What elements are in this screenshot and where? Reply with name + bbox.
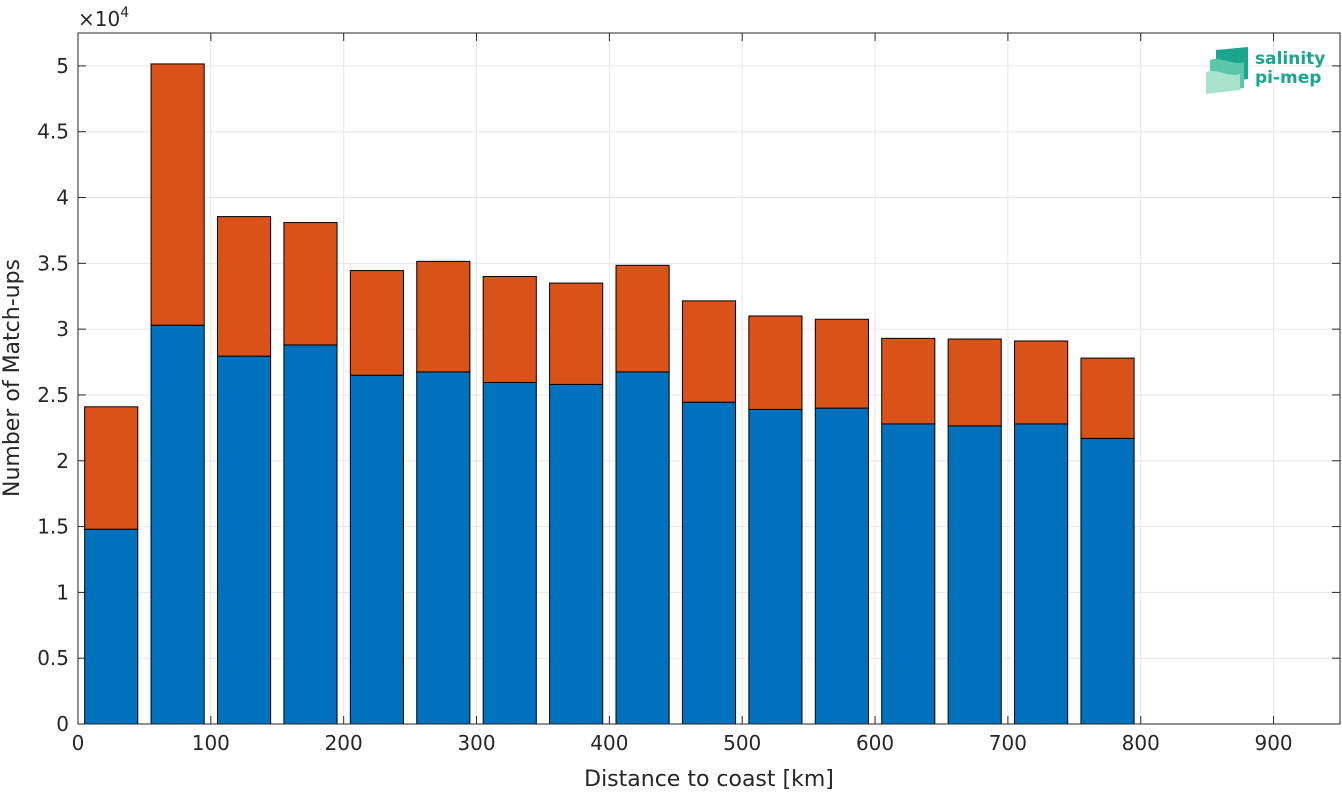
x-tick-labels: 0 100 200 300 400 500 600 700 800 900: [72, 731, 1293, 755]
x-tick-label: 100: [192, 731, 230, 755]
bar-series-1: [150, 324, 205, 725]
bar-series-2: [150, 63, 205, 326]
bar-series-2: [748, 315, 803, 410]
ticks: [77, 33, 1340, 725]
bar-series-2: [283, 222, 338, 346]
bars: [84, 63, 1135, 725]
bar-series-1: [549, 383, 604, 725]
bar-series-2: [84, 406, 139, 530]
y-tick-label: 1.5: [37, 515, 69, 539]
y-tick-label: 0.5: [37, 646, 69, 670]
bar-series-2: [1014, 340, 1069, 425]
y-tick-labels: 0 0.5 1 1.5 2 2.5 3 3.5 4 4.5 5: [37, 54, 69, 736]
bar-series-1: [349, 374, 404, 725]
bar-series-2: [814, 318, 869, 409]
x-tick-label: 700: [989, 731, 1027, 755]
bar-series-1: [216, 355, 272, 725]
y-exponent: ×104: [78, 5, 129, 31]
bar-series-1: [283, 344, 338, 725]
bar-series-2: [416, 260, 471, 373]
y-tick-label: 2: [56, 449, 69, 473]
axes-box: [77, 32, 1341, 725]
y-tick-label: 5: [56, 54, 69, 78]
y-exponent-power: 4: [120, 5, 129, 21]
wave-logo-icon: [1206, 47, 1248, 94]
x-axis-title: Distance to coast [km]: [584, 767, 834, 792]
x-tick-label: 200: [325, 731, 363, 755]
bar-series-2: [947, 338, 1002, 427]
y-tick-label: 3.5: [37, 251, 69, 275]
x-tick-label: 300: [457, 731, 495, 755]
x-tick-label: 800: [1122, 731, 1160, 755]
bar-series-1: [748, 408, 803, 725]
bar-series-2: [681, 300, 737, 403]
y-tick-label: 3: [56, 317, 69, 341]
x-tick-label: 500: [723, 731, 761, 755]
y-tick-label: 4.5: [37, 120, 69, 144]
x-tick-label: 0: [72, 731, 85, 755]
bar-series-2: [549, 282, 604, 385]
bar-series-2: [615, 264, 670, 373]
y-axis-title: Number of Match-ups: [0, 259, 25, 497]
bar-series-2: [349, 270, 404, 376]
bar-series-1: [814, 407, 869, 725]
x-tick-label: 900: [1254, 731, 1292, 755]
bar-series-1: [947, 425, 1002, 725]
bar-series-1: [1014, 423, 1069, 725]
svg-text:salinity: salinity: [1255, 49, 1325, 69]
bar-series-1: [84, 528, 139, 725]
y-tick-label: 0: [56, 712, 69, 736]
bar-series-2: [216, 216, 272, 357]
bar-series-1: [881, 423, 936, 725]
bar-series-2: [1080, 357, 1135, 439]
x-tick-label: 400: [590, 731, 628, 755]
bar-series-1: [416, 371, 471, 725]
svg-text:pi-mep: pi-mep: [1255, 68, 1321, 88]
bar-series-1: [1080, 437, 1135, 725]
x-tick-label: 600: [856, 731, 894, 755]
y-tick-label: 1: [56, 580, 69, 604]
bar-series-1: [681, 401, 737, 725]
bar-series-2: [881, 337, 936, 425]
y-tick-label: 2.5: [37, 383, 69, 407]
bar-series-1: [482, 381, 537, 725]
salinity-pimep-logo: salinity pi-mep: [1206, 47, 1325, 94]
y-tick-label: 4: [56, 186, 69, 210]
bar-series-2: [482, 275, 537, 383]
bar-series-1: [615, 371, 670, 725]
